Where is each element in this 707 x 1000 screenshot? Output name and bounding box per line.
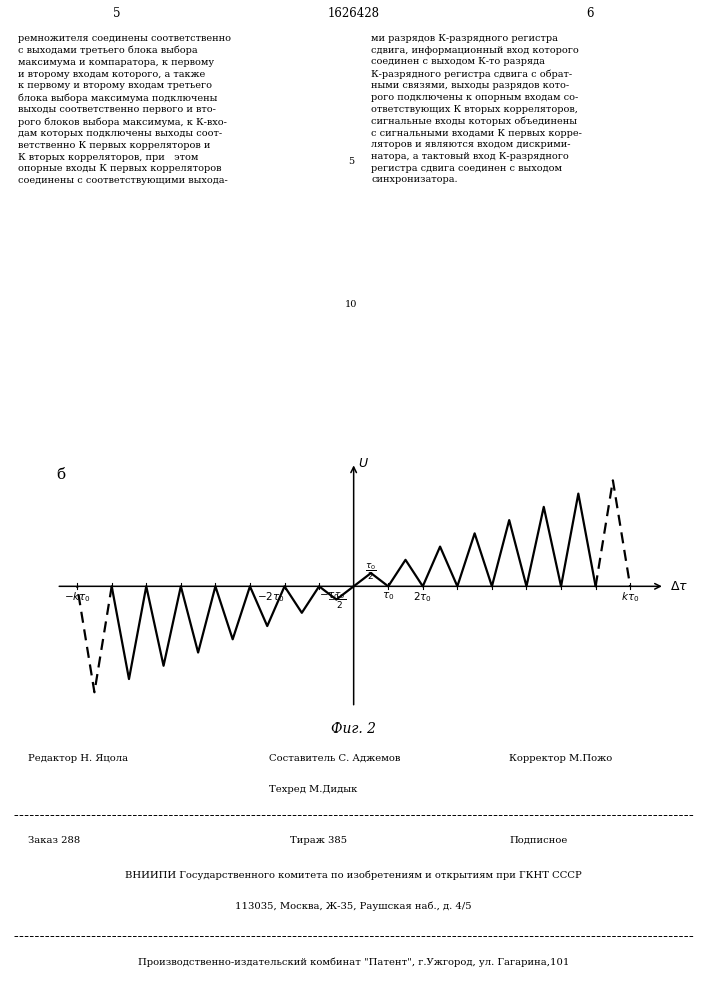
Text: Составитель С. Аджемов: Составитель С. Аджемов — [269, 754, 400, 763]
Text: Редактор Н. Яцола: Редактор Н. Яцола — [28, 754, 129, 763]
Text: $-k\tau_0$: $-k\tau_0$ — [64, 591, 90, 604]
Text: 10: 10 — [345, 300, 358, 309]
Text: Тираж 385: Тираж 385 — [290, 836, 347, 845]
Text: $\dfrac{\tau_0}{2}$: $\dfrac{\tau_0}{2}$ — [365, 562, 377, 582]
Text: Производственно-издательский комбинат "Патент", г.Ужгород, ул. Гагарина,101: Производственно-издательский комбинат "П… — [138, 958, 569, 967]
Text: 5: 5 — [349, 157, 354, 166]
Text: 6: 6 — [587, 7, 594, 20]
Text: 1626428: 1626428 — [327, 7, 380, 20]
Text: 5: 5 — [113, 7, 120, 20]
Text: Заказ 288: Заказ 288 — [28, 836, 81, 845]
Text: $\tau_0$: $\tau_0$ — [382, 591, 395, 602]
Text: $k\tau_0$: $k\tau_0$ — [621, 591, 639, 604]
Text: $2\tau_0$: $2\tau_0$ — [414, 591, 432, 604]
Text: б: б — [57, 468, 66, 482]
Text: 113035, Москва, Ж-35, Раушская наб., д. 4/5: 113035, Москва, Ж-35, Раушская наб., д. … — [235, 902, 472, 911]
Text: ВНИИПИ Государственного комитета по изобретениям и открытиям при ГКНТ СССР: ВНИИПИ Государственного комитета по изоб… — [125, 870, 582, 880]
Text: $\Delta\tau$: $\Delta\tau$ — [670, 580, 688, 593]
Text: Фиг. 2: Фиг. 2 — [331, 722, 376, 736]
Text: Корректор М.Пожо: Корректор М.Пожо — [509, 754, 612, 763]
Text: $-2\tau_0$: $-2\tau_0$ — [257, 591, 284, 604]
Text: Техред М.Дидык: Техред М.Дидык — [269, 785, 357, 794]
Text: $-\dfrac{\tau_0}{2}$: $-\dfrac{\tau_0}{2}$ — [327, 591, 346, 611]
Text: ремножителя соединены соответственно
с выходами третьего блока выбора
максимума : ремножителя соединены соответственно с в… — [18, 34, 230, 185]
Text: Подписное: Подписное — [509, 836, 568, 845]
Text: ми разрядов К-разрядного регистра
сдвига, информационный вход которого
соединен : ми разрядов К-разрядного регистра сдвига… — [371, 34, 582, 184]
Text: $-\tau_0$: $-\tau_0$ — [319, 591, 340, 602]
Text: $U$: $U$ — [358, 457, 369, 470]
